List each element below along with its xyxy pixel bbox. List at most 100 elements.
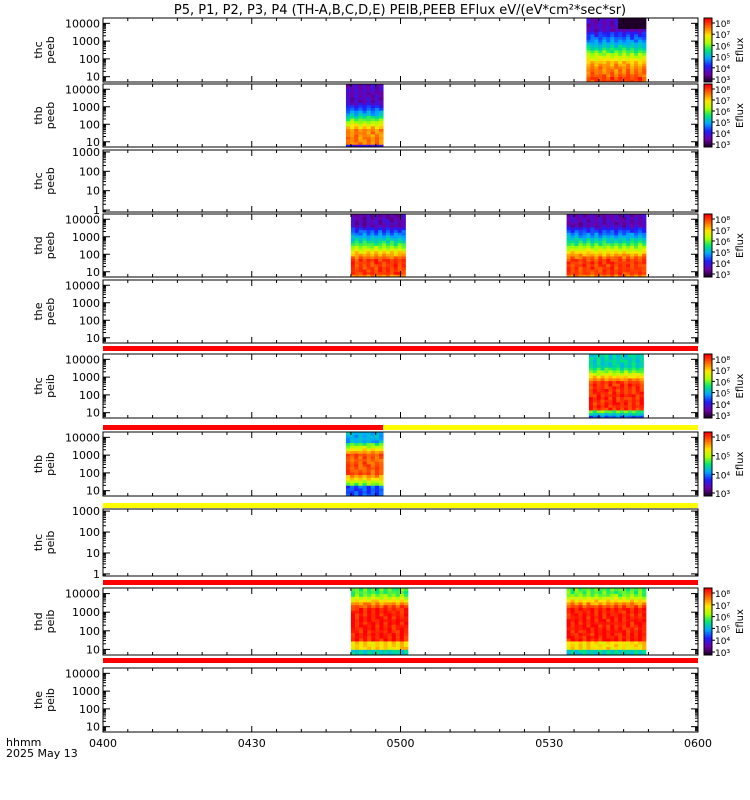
spectrogram-cell (566, 596, 571, 600)
spectrogram-cell (602, 237, 607, 241)
spectrogram-cell (616, 407, 621, 411)
spectrogram-cell (370, 91, 376, 95)
spectrogram-cell (566, 248, 571, 252)
spectrogram-cell (596, 388, 602, 392)
spectrogram-cell (363, 646, 368, 650)
spectrogram-cell (370, 214, 375, 218)
colorbar-step (704, 604, 712, 607)
spectrogram-cell (626, 66, 631, 70)
spectrogram-cell (638, 237, 643, 241)
spectrogram-cell (367, 652, 372, 656)
spectrogram-cell (366, 91, 372, 95)
colorbar-tick-label: 10⁷ (715, 227, 730, 237)
spectrogram-cell (374, 477, 380, 481)
spectrogram-cell (358, 136, 363, 140)
spectrogram-cell (594, 266, 599, 270)
colorbar-step (704, 370, 712, 372)
spectrogram-cell (586, 66, 591, 70)
spectrogram-cell (630, 58, 635, 62)
spectrogram-cell (363, 643, 368, 648)
spectrogram-cell (350, 627, 356, 631)
spectrogram-cell (379, 453, 384, 457)
spectrogram-cell (631, 386, 637, 390)
spectrogram-cell (370, 274, 375, 278)
spectrogram-cell (623, 402, 629, 406)
colorbar-tick-label: 10⁵ (715, 54, 730, 64)
spectrogram-cell (350, 144, 355, 148)
spectrogram-cell (602, 638, 607, 642)
spectrogram-cell (362, 240, 367, 244)
spectrogram-cell (630, 599, 635, 603)
spectrogram-cell (370, 469, 376, 473)
spectrogram-cell (570, 232, 575, 236)
colorbar-step (704, 614, 712, 617)
spectrogram-cell (379, 477, 384, 481)
spectrogram-cell (574, 248, 579, 252)
spectrogram-cell (363, 613, 368, 617)
spectrogram-cell (594, 216, 599, 220)
spectrogram-cell (600, 399, 605, 403)
spectrogram-cell (350, 110, 355, 114)
spectrogram-cell (383, 590, 388, 594)
spectrogram-cell (630, 42, 635, 46)
spectrogram-cell (604, 391, 609, 395)
spectrogram-cell (366, 258, 371, 262)
colorbar-step (704, 629, 712, 632)
spectrogram-cell (362, 442, 368, 446)
spectrogram-cell (363, 601, 368, 606)
spectrogram-cell (578, 604, 583, 608)
spectrogram-cell (401, 274, 406, 278)
spectrogram-cell (606, 76, 611, 80)
spectrogram-cell (379, 456, 384, 460)
spectrogram-cell (590, 42, 595, 46)
spectrogram-cell (366, 477, 372, 481)
spectrogram-cell (598, 635, 603, 639)
spectrogram-cell (382, 232, 387, 236)
colorbar-step (704, 648, 712, 651)
spectrogram-cell (385, 221, 391, 225)
colorbar-step (704, 403, 712, 406)
spectrogram-cell (631, 396, 637, 400)
spectrogram-cell (574, 624, 579, 628)
spectrogram-cell (391, 618, 397, 622)
y-tick-label: 100 (79, 165, 100, 178)
spectrogram-cell (574, 253, 579, 257)
spectrogram-cell (606, 615, 611, 620)
colorbar-tick-label: 10⁸ (715, 216, 730, 226)
spectrogram-cell (374, 115, 380, 119)
spectrogram-cell (641, 253, 647, 257)
spectrogram-cell (620, 415, 625, 419)
spectrogram-cell (598, 232, 603, 236)
spectrogram-cell (606, 216, 611, 220)
spectrogram-cell (354, 242, 360, 246)
spectrogram-cell (614, 627, 619, 631)
colorbar-step (704, 454, 712, 457)
spectrogram-cell (378, 269, 383, 273)
spectrogram-cell (598, 601, 603, 606)
spectrogram-cell (399, 629, 405, 634)
spectrogram-cell (622, 607, 627, 611)
spectrogram-cell (374, 480, 380, 484)
spectrogram-cell (350, 136, 355, 140)
spectrogram-cell (614, 227, 619, 231)
spectrogram-cell (370, 237, 375, 241)
spectrogram-cell (600, 391, 605, 395)
spectrogram-cell (374, 485, 380, 489)
colorbar-step (704, 488, 712, 490)
spectrogram-cell (586, 618, 591, 622)
spectrogram-cell (366, 485, 372, 489)
spectrogram-cell (588, 394, 594, 398)
spectrogram-cell (630, 229, 635, 233)
spectrogram-cell (374, 99, 380, 103)
spectrogram-cell (639, 396, 644, 400)
spectrogram-cell (598, 274, 603, 278)
spectrogram-cell (403, 588, 409, 592)
spectrogram-cell (354, 437, 359, 441)
spectrogram-cell (606, 219, 611, 223)
colorbar-step (704, 93, 712, 96)
spectrogram-cell (401, 242, 406, 246)
spectrogram-cell (598, 28, 603, 32)
spectrogram-cell (382, 214, 387, 218)
status-bar-yellow (383, 425, 698, 430)
spectrogram-cell (600, 375, 605, 379)
